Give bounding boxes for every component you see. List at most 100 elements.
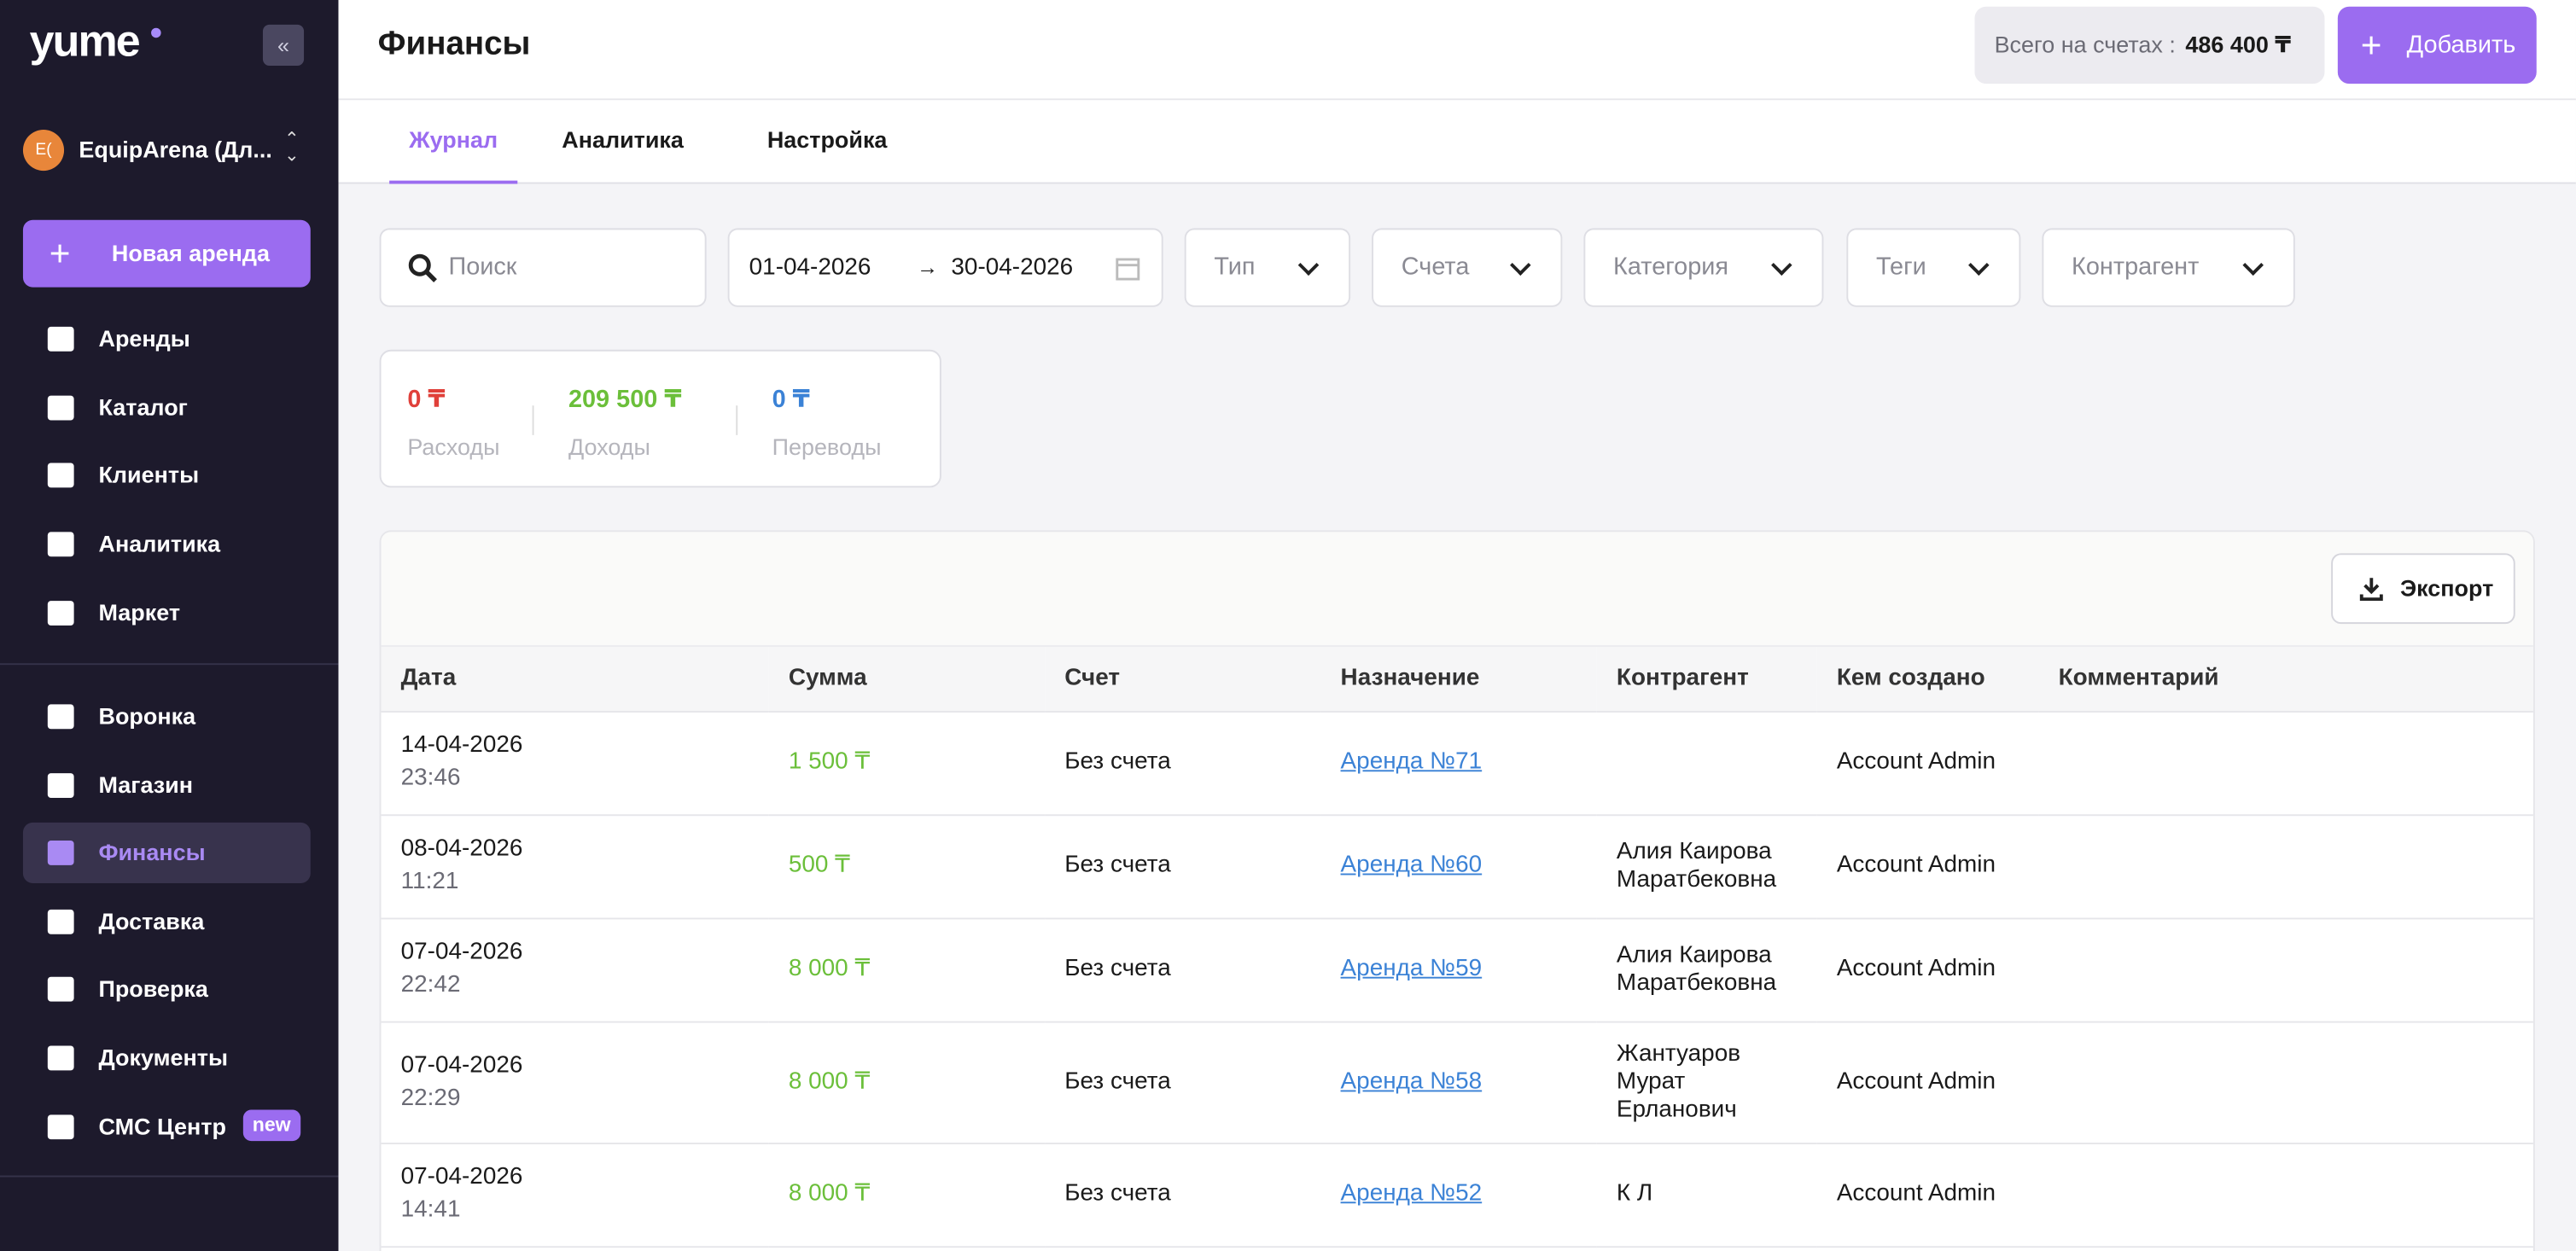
- chevron: [1510, 254, 1531, 276]
- menu-item[interactable]: Аренды: [23, 309, 311, 369]
- date-cell: 14-04-2026 23:46: [381, 711, 769, 816]
- filter-select[interactable]: Контрагент: [2042, 228, 2295, 307]
- separator: [0, 1175, 339, 1178]
- amount: 8 000 ₸: [768, 1021, 1046, 1143]
- menu-item[interactable]: Каталог: [23, 377, 311, 438]
- menu-item[interactable]: Проверка: [23, 959, 311, 1020]
- transactions-card: Экспорт Дата Сумма Счет Назначение Контраген…: [379, 530, 2535, 1251]
- select-placeholder: Теги: [1876, 253, 1926, 281]
- export-button[interactable]: Экспорт: [2331, 553, 2515, 625]
- filter-select[interactable]: Тип: [1184, 228, 1351, 307]
- time: 22:42: [400, 971, 461, 998]
- button-label: Экспорт: [2399, 574, 2494, 602]
- purpose-link[interactable]: Аренда №59: [1340, 955, 1483, 982]
- creator: Account Admin: [1816, 1143, 2039, 1248]
- filter-select[interactable]: Счета: [1372, 228, 1563, 307]
- separator: [0, 663, 339, 666]
- menu-label: Магазин: [98, 771, 194, 798]
- button-label: Добавить: [2406, 31, 2516, 60]
- table-row[interactable]: 07-04-2026 22:29 8 000 ₸ Без счета Аренда №5…: [381, 1021, 2533, 1143]
- comment: [2038, 711, 2533, 816]
- menu-item[interactable]: Доставка: [23, 891, 311, 951]
- menu-item[interactable]: Клиенты: [23, 445, 311, 506]
- workspace-avatar[interactable]: E(: [22, 129, 65, 172]
- filter-select[interactable]: Теги: [1846, 228, 2021, 307]
- workspace-switch[interactable]: ⌃ ⌄: [283, 129, 300, 166]
- creator: Account Admin: [1816, 917, 2039, 1022]
- chevron: [1771, 254, 1792, 276]
- menu-item[interactable]: Маркет: [23, 583, 311, 643]
- purpose-link[interactable]: Аренда №60: [1340, 852, 1483, 879]
- contragent: [1596, 711, 1817, 816]
- creator: Account Admin: [1816, 814, 2039, 919]
- sidebar: yume « E( EquipArena (Дл... ⌃ ⌄ + Новая ар…: [0, 0, 339, 1251]
- time: 22:29: [400, 1084, 461, 1111]
- page-title: Финансы: [377, 26, 531, 63]
- comment: [2038, 1021, 2533, 1143]
- date: 07-04-2026: [400, 939, 523, 966]
- menu-label: Клиенты: [98, 462, 200, 489]
- menu-icon: [47, 600, 74, 626]
- workspace-name[interactable]: EquipArena (Дл...: [79, 136, 272, 163]
- date-range[interactable]: 01-04-2026 → 30-04-2026: [727, 228, 1163, 307]
- table-row[interactable]: 08-04-2026 11:21 500 ₸ Без счета Аренда №60 А…: [381, 814, 2533, 919]
- amount: 8 000 ₸: [768, 1143, 1046, 1248]
- summary-value: 0 ₸: [407, 386, 446, 414]
- menu-item[interactable]: Документы: [23, 1027, 311, 1088]
- menu-item[interactable]: Финансы: [22, 823, 311, 884]
- purpose-cell: Аренда №71: [1320, 711, 1597, 816]
- filter-select[interactable]: Категория: [1583, 228, 1824, 307]
- menu-icon: [47, 772, 74, 798]
- table-row[interactable]: 14-04-2026 23:46 1 500 ₸ Без счета Аренда №7…: [381, 711, 2533, 816]
- contragent: К Л: [1596, 1143, 1817, 1248]
- menu-icon: [47, 841, 74, 866]
- menu-icon: [47, 463, 74, 489]
- search-icon: [408, 253, 437, 282]
- contragent: Жантуаров Мурат Ерланович: [1596, 1021, 1817, 1143]
- new-rental-button[interactable]: + Новая аренда: [22, 219, 311, 288]
- tab[interactable]: Аналитика: [562, 126, 684, 153]
- menu-item[interactable]: СМС Центр new: [23, 1096, 311, 1156]
- menu-item[interactable]: Аналитика: [23, 514, 311, 574]
- summary-card: 0 ₸ Расходы 209 500 ₸ Доходы 0 ₸ Переводы: [379, 349, 941, 488]
- transactions-table: Дата Сумма Счет Назначение Контрагент Кем соз…: [381, 647, 2533, 1248]
- date: 07-04-2026: [400, 1164, 523, 1190]
- select-placeholder: Тип: [1214, 253, 1256, 281]
- table-body: 14-04-2026 23:46 1 500 ₸ Без счета Аренда №7…: [381, 711, 2533, 1248]
- menu-label: Финансы: [98, 839, 206, 866]
- table-row[interactable]: 07-04-2026 14:41 8 000 ₸ Без счета Аренда №5…: [381, 1143, 2533, 1248]
- menu-icon: [47, 977, 74, 1003]
- tabs: Журнал Аналитика Настройка: [338, 100, 2576, 184]
- purpose-link[interactable]: Аренда №52: [1340, 1180, 1483, 1207]
- chevron: [1968, 254, 1990, 276]
- account: Без счета: [1045, 917, 1321, 1022]
- calendar-icon: [1116, 258, 1140, 281]
- date-cell: 07-04-2026 22:29: [381, 1021, 769, 1143]
- menu-item[interactable]: Воронка: [23, 686, 311, 747]
- comment: [2038, 917, 2533, 1022]
- tab[interactable]: Настройка: [766, 126, 888, 153]
- table-row[interactable]: 07-04-2026 22:42 8 000 ₸ Без счета Аренда №5…: [381, 917, 2533, 1022]
- select-placeholder: Контрагент: [2072, 253, 2200, 281]
- select-placeholder: Счета: [1401, 253, 1470, 281]
- menu-item[interactable]: Магазин: [23, 754, 311, 815]
- arrow: →: [916, 254, 939, 280]
- purpose-link[interactable]: Аренда №71: [1340, 748, 1483, 776]
- header: Финансы Всего на счетах : 486 400 ₸ + Доба…: [338, 0, 2576, 101]
- purpose-link[interactable]: Аренда №58: [1340, 1068, 1483, 1095]
- summary-label: Расходы: [407, 433, 500, 460]
- menu-label: Воронка: [98, 702, 196, 730]
- add-button[interactable]: + Добавить: [2337, 6, 2537, 84]
- purpose-cell: Аренда №52: [1320, 1143, 1597, 1248]
- contragent: Алия Каирова Маратбековна: [1596, 917, 1817, 1022]
- collapse-button[interactable]: «: [262, 24, 305, 66]
- search-input[interactable]: Поиск: [379, 228, 707, 307]
- total-balance: Всего на счетах : 486 400 ₸: [1974, 6, 2325, 84]
- select-placeholder: Категория: [1613, 253, 1729, 281]
- chevron: [2242, 254, 2264, 276]
- tab[interactable]: Журнал: [389, 100, 518, 184]
- purpose-cell: Аренда №60: [1320, 814, 1597, 919]
- logo[interactable]: yume: [29, 16, 141, 66]
